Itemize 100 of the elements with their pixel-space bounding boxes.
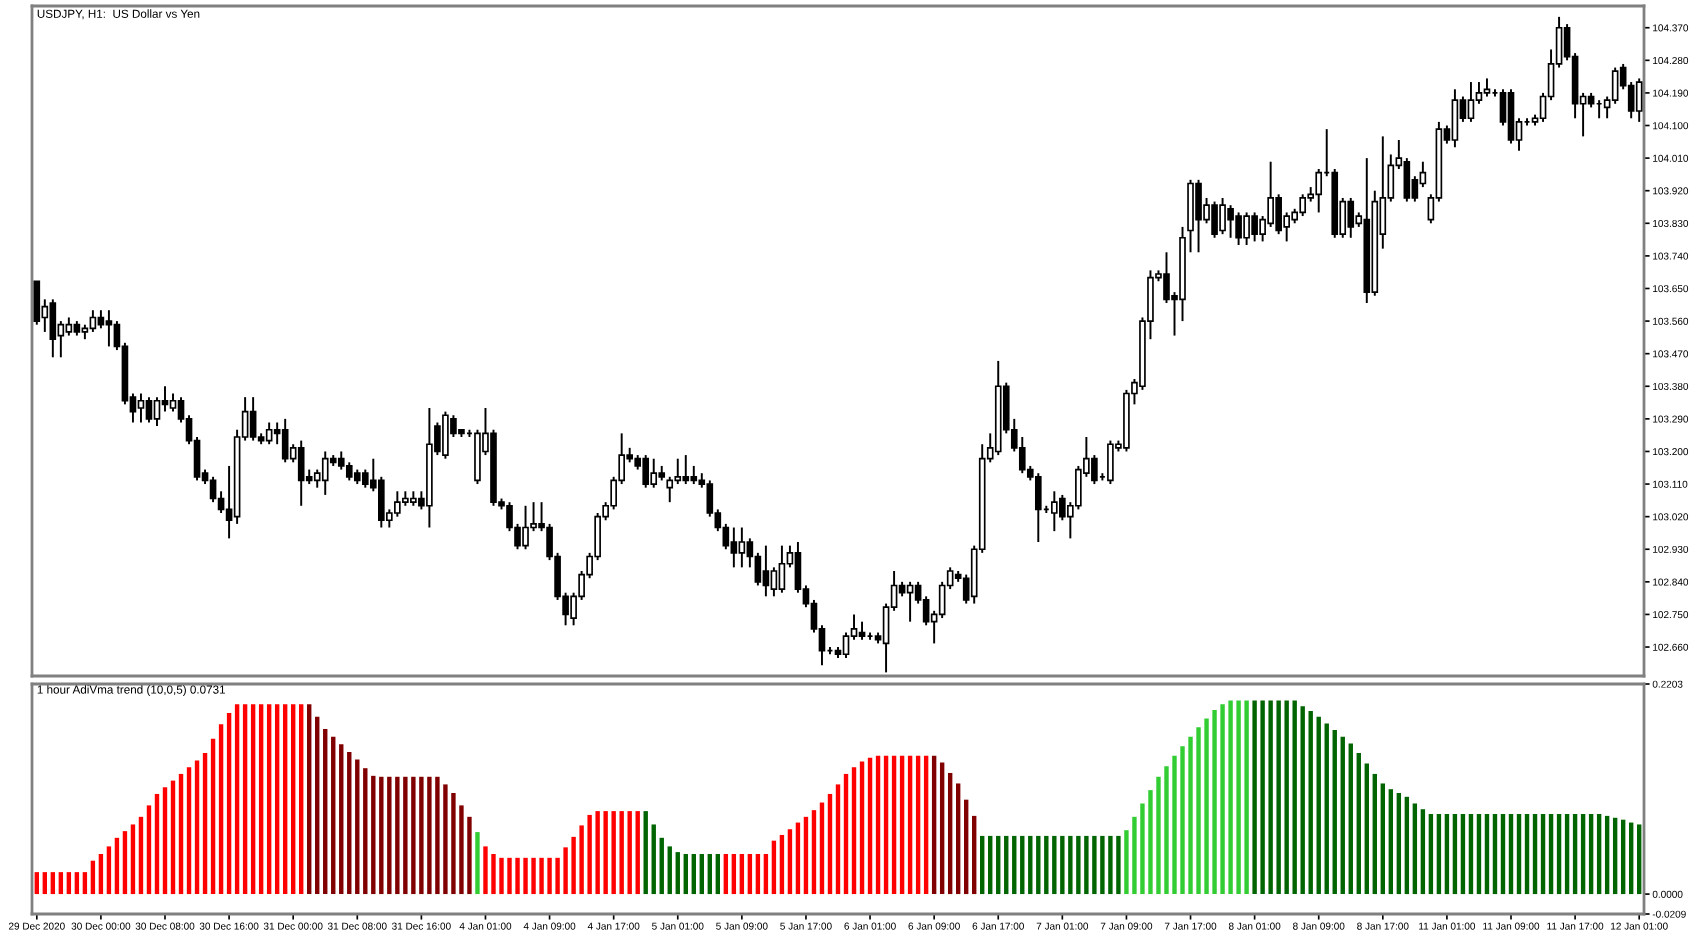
bar: [931, 755, 937, 895]
bar: [282, 704, 288, 895]
bar: [1532, 813, 1538, 895]
candlestick: [1251, 211, 1258, 243]
candlestick: [762, 544, 770, 598]
bar: [1012, 835, 1017, 895]
bar: [307, 704, 312, 895]
bar: [980, 835, 985, 895]
candlestick: [65, 316, 73, 337]
bar: [867, 757, 873, 895]
bar: [507, 857, 512, 895]
bar: [651, 824, 656, 895]
candlestick: [145, 396, 153, 424]
candlestick: [265, 421, 273, 446]
candlestick: [730, 526, 738, 569]
bar: [82, 872, 88, 895]
candlestick: [858, 620, 866, 641]
bar: [539, 857, 544, 895]
bar: [1404, 796, 1410, 895]
bar: [659, 837, 664, 895]
bar: [1524, 813, 1530, 895]
candlestick: [1243, 211, 1250, 246]
bar: [1588, 813, 1594, 895]
bar: [939, 762, 945, 895]
bar: [1244, 700, 1249, 895]
bar: [891, 755, 897, 895]
candlestick: [1219, 196, 1226, 236]
bar: [1004, 835, 1009, 895]
bar: [611, 811, 616, 895]
candlestick: [89, 309, 97, 333]
bar: [1388, 789, 1394, 895]
bar: [1620, 819, 1626, 895]
bar: [1572, 813, 1578, 895]
bar: [1252, 700, 1257, 895]
bar: [1380, 783, 1386, 895]
candlestick: [1195, 178, 1202, 254]
bar: [515, 857, 520, 895]
bar: [1348, 743, 1353, 895]
bar: [98, 854, 104, 895]
bar: [859, 761, 865, 895]
bar: [403, 776, 408, 895]
candlestick: [97, 309, 105, 330]
bar: [499, 857, 504, 895]
bar: [178, 773, 184, 895]
bar: [739, 854, 745, 895]
bar: [635, 811, 640, 895]
bar: [1356, 752, 1361, 895]
bar: [755, 854, 761, 895]
bar: [547, 857, 552, 895]
bar: [475, 832, 480, 895]
bar: [266, 704, 272, 895]
bar: [114, 837, 120, 895]
bar: [963, 799, 969, 895]
bar: [1084, 835, 1089, 895]
bar: [627, 811, 632, 895]
bar: [1316, 716, 1321, 895]
bar: [138, 816, 144, 895]
bar: [955, 783, 961, 895]
candlestick: [169, 392, 177, 413]
bar: [122, 831, 128, 895]
bar: [210, 738, 216, 895]
bar: [811, 810, 817, 895]
bar: [907, 755, 913, 895]
bar: [827, 793, 833, 895]
bar: [723, 854, 729, 895]
bar: [915, 755, 921, 895]
bar: [1636, 824, 1642, 895]
bar: [643, 811, 648, 895]
bar: [595, 811, 600, 895]
bar: [747, 854, 753, 895]
bar: [274, 704, 280, 895]
bar: [883, 755, 889, 895]
bar: [1428, 813, 1434, 895]
bar: [1396, 792, 1402, 895]
candlestick: [281, 417, 289, 464]
bar: [130, 824, 136, 895]
bar: [363, 768, 368, 895]
candlestick: [1483, 77, 1491, 98]
bar: [1284, 700, 1289, 895]
bar: [683, 854, 688, 895]
bar: [1444, 813, 1450, 895]
bar: [803, 816, 809, 895]
bar: [242, 704, 248, 895]
bar: [491, 854, 496, 895]
bar: [731, 854, 737, 895]
bar: [1204, 718, 1209, 895]
bar: [996, 835, 1001, 895]
bar: [699, 854, 704, 895]
bar: [1468, 813, 1474, 895]
bar: [1060, 835, 1065, 895]
bar: [106, 846, 112, 895]
candlestick: [650, 457, 658, 489]
bar: [763, 854, 769, 895]
bar: [1420, 809, 1426, 895]
bar: [795, 822, 801, 895]
bar: [1036, 835, 1041, 895]
bar: [258, 704, 264, 895]
candlestick: [474, 428, 481, 486]
bar: [771, 840, 777, 895]
candlestick: [1034, 472, 1042, 543]
